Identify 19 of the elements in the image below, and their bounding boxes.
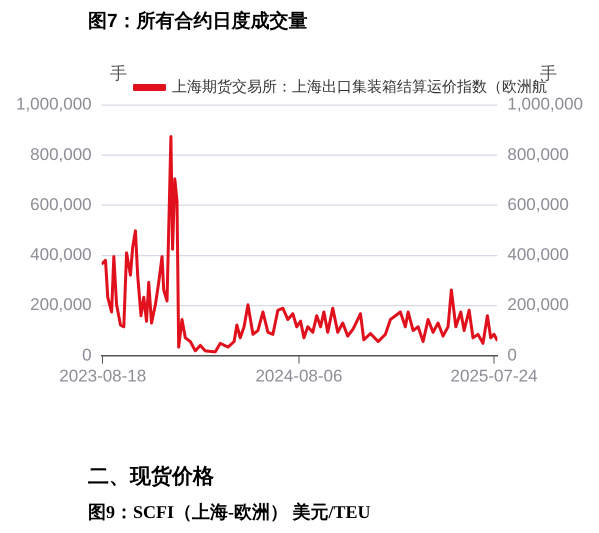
y-tick-label: 1,000,000 <box>16 94 92 114</box>
y-tick-label: 400,000 <box>30 245 92 264</box>
text: 二、现货价格 <box>88 464 214 490</box>
chart-title: 图7：所有合约日度成交量 <box>88 10 308 34</box>
y-axis-title: 手 <box>110 64 127 84</box>
x-tick-label: 2025-07-24 <box>450 366 538 386</box>
y-tick-label: 0 <box>82 345 92 364</box>
x-tick-label: 2024-08-06 <box>255 366 342 386</box>
x-tick-label: 2023-08-18 <box>59 366 146 386</box>
y2-tick-label: 600,000 <box>507 194 569 214</box>
y2-tick-label: 0 <box>507 345 517 364</box>
y2-tick-label: 1,000,000 <box>507 94 584 114</box>
y-tick-label: 200,000 <box>30 295 92 314</box>
y2-tick-label: 800,000 <box>507 144 569 164</box>
y2-tick-label: 400,000 <box>507 245 569 264</box>
y-tick-label: 800,000 <box>30 144 92 164</box>
caption: 图9：SCFI（上海-欧洲） 美元/TEU <box>88 501 371 524</box>
y-tick-label: 600,000 <box>30 194 92 214</box>
y2-tick-label: 200,000 <box>507 295 569 314</box>
